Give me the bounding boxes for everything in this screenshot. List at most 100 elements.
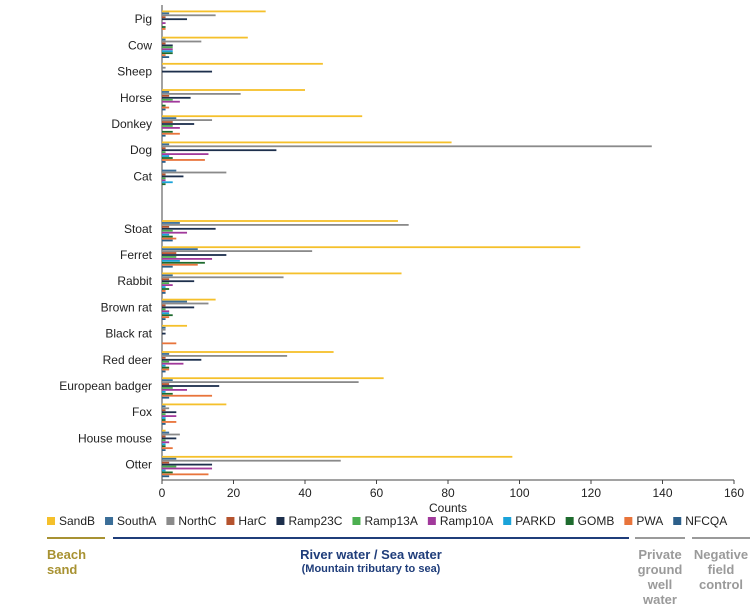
bar: [162, 143, 170, 146]
bar: [162, 265, 173, 268]
bar: [162, 396, 170, 399]
bar: [162, 433, 180, 436]
bar: [162, 91, 170, 93]
bar: [162, 280, 195, 283]
legend-swatch: [47, 517, 55, 525]
bar: [162, 392, 173, 395]
bar: [162, 457, 177, 460]
bar: [162, 447, 173, 450]
bar: [162, 149, 277, 152]
legend-label: SouthA: [117, 514, 156, 528]
bar: [162, 360, 170, 363]
bar: [162, 413, 166, 416]
bar: [162, 316, 170, 319]
group-title: River water / Sea water: [300, 547, 442, 562]
x-tick-label: 80: [441, 486, 455, 500]
bar: [162, 310, 170, 313]
bar: [162, 42, 166, 45]
bar: [162, 40, 202, 43]
bar: [162, 93, 241, 95]
bar: [162, 435, 166, 438]
bar: [162, 459, 341, 462]
bar: [162, 66, 166, 69]
bar: [162, 44, 173, 47]
bar: [162, 394, 213, 397]
bar: [162, 134, 166, 137]
bar: [162, 314, 173, 317]
legend-label: HarC: [238, 514, 266, 528]
bar: [162, 449, 166, 451]
bar: [162, 423, 166, 425]
bar: [162, 98, 173, 101]
bar: [162, 379, 173, 382]
bar: [162, 419, 166, 421]
category-label: European badger: [59, 379, 152, 393]
legend-swatch: [352, 517, 361, 525]
bar: [162, 14, 216, 17]
bar: [162, 157, 173, 159]
bar: [162, 235, 173, 238]
bar: [162, 18, 188, 21]
bar: [162, 233, 170, 236]
bar: [162, 231, 188, 234]
bar: [162, 332, 166, 335]
bar: [162, 179, 166, 182]
category-label: Rabbit: [117, 274, 152, 288]
bar: [162, 284, 173, 286]
bar: [162, 125, 173, 127]
bar: [162, 463, 213, 466]
category-label: Cat: [133, 169, 152, 183]
bar: [162, 171, 227, 174]
bar: [162, 70, 213, 73]
category-label: Sheep: [117, 65, 152, 79]
group-label: Beach sand: [47, 547, 87, 577]
bar: [162, 10, 266, 13]
x-tick-label: 40: [298, 486, 312, 500]
bar: [162, 237, 177, 240]
legend-swatch: [166, 517, 175, 525]
bar: [162, 274, 173, 277]
bar: [162, 455, 513, 458]
legend-swatch: [673, 517, 682, 525]
bar: [162, 385, 220, 387]
bar: [162, 441, 170, 444]
bar: [162, 465, 177, 468]
category-label: Pig: [135, 12, 152, 26]
group-title: Private ground well water: [637, 547, 683, 607]
category-label: Brown rat: [101, 300, 153, 314]
bar: [162, 328, 166, 331]
bar: [162, 50, 173, 53]
legend-swatch: [427, 517, 436, 525]
bar: [162, 62, 323, 65]
bar: [162, 437, 177, 440]
bar: [162, 12, 170, 15]
bar: [162, 261, 205, 264]
bar: [162, 52, 173, 55]
bar: [162, 16, 166, 19]
bar: [162, 318, 166, 320]
bar: [162, 306, 195, 309]
bar: [162, 304, 166, 307]
bar: [162, 387, 173, 389]
x-tick-label: 120: [581, 486, 601, 500]
category-label: Horse: [120, 91, 152, 105]
bar: [162, 177, 166, 180]
bar: [162, 222, 180, 224]
bar: [162, 104, 166, 107]
bar: [162, 28, 166, 30]
bar: [162, 248, 198, 251]
bar: [162, 256, 177, 258]
bar: [162, 326, 166, 329]
legend-swatch: [565, 517, 574, 525]
bar: [162, 96, 191, 99]
category-label: Donkey: [111, 117, 152, 131]
bar: [162, 439, 166, 442]
group-title: Negative field control: [693, 547, 749, 592]
group-label: Negative field control: [692, 547, 750, 592]
bar: [162, 377, 384, 380]
bar: [162, 155, 170, 157]
bar: [162, 94, 170, 97]
bar: [162, 173, 166, 176]
bar: [162, 407, 170, 410]
